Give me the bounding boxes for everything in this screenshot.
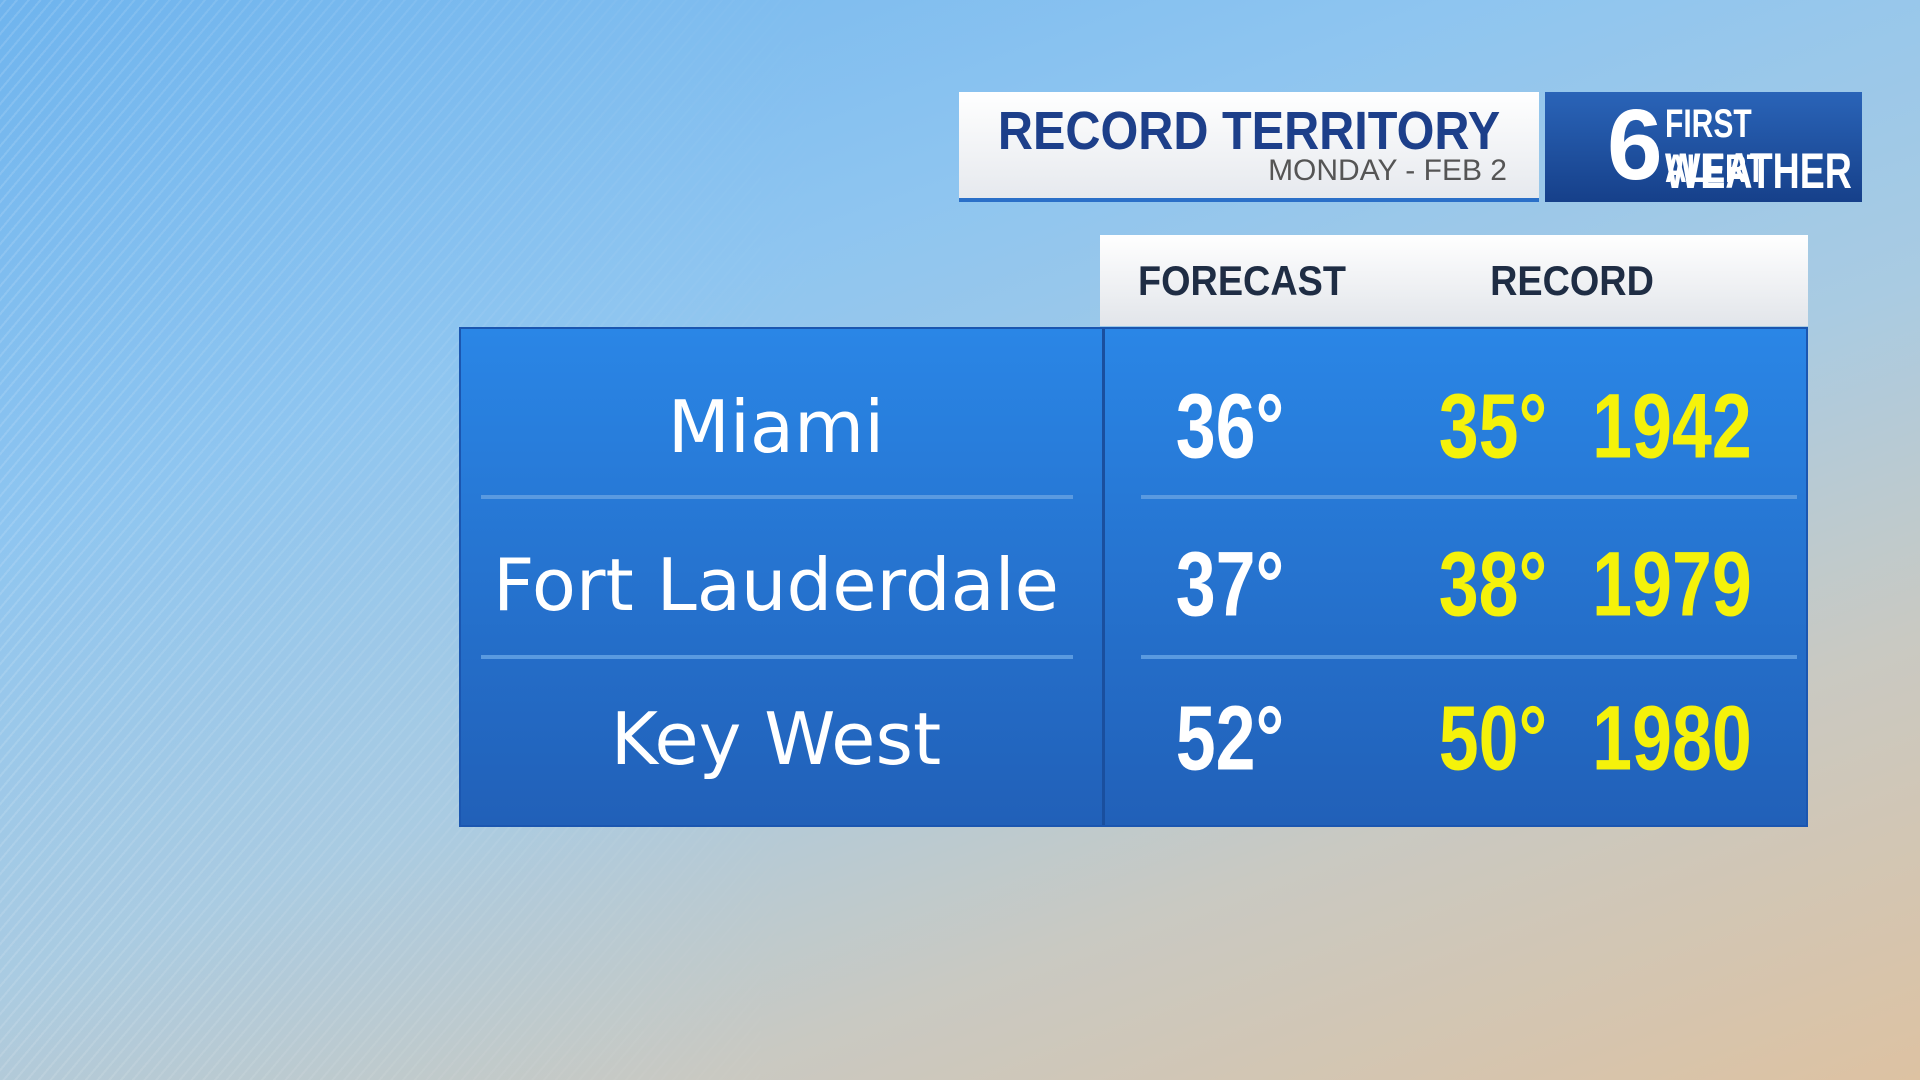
- record-temp: 35°: [1438, 375, 1548, 478]
- logo-line: WEATHER: [1665, 143, 1852, 199]
- record-year: 1979: [1592, 533, 1752, 636]
- record-temp: 38°: [1438, 533, 1548, 636]
- forecast-temp: 52°: [1175, 687, 1285, 790]
- logo: 6 FIRST ALERT WEATHER: [1545, 89, 1862, 202]
- title-box: RECORD TERRITORY MONDAY - FEB 2: [959, 92, 1539, 202]
- row-separator: [481, 655, 1073, 659]
- record-temp: 50°: [1438, 687, 1548, 790]
- row-separator: [481, 495, 1073, 499]
- logo-line: FIRST ALERT: [1665, 102, 1765, 191]
- column-divider: [1102, 329, 1105, 825]
- table: Miami 36° 35° 1942 Fort Lauderdale 37° 38° 1979…: [459, 327, 1808, 827]
- title: RECORD TERRITORY: [997, 101, 1501, 161]
- row-separator: [1141, 655, 1797, 659]
- forecast-temp: 37°: [1175, 533, 1285, 636]
- logo-number: 6: [1607, 89, 1663, 201]
- city-name: Fort Lauderdale: [493, 543, 1059, 627]
- subtitle: MONDAY - FEB 2: [1268, 154, 1507, 187]
- record-year: 1980: [1592, 687, 1752, 790]
- forecast-temp: 36°: [1175, 375, 1285, 478]
- column-header: FORECAST RECORD: [1100, 235, 1808, 326]
- city-name: Miami: [667, 385, 885, 469]
- record-year: 1942: [1592, 375, 1752, 478]
- column-label: FORECAST: [1138, 257, 1346, 304]
- row-separator: [1141, 495, 1797, 499]
- column-label: RECORD: [1490, 257, 1654, 304]
- city-name: Key West: [610, 697, 942, 781]
